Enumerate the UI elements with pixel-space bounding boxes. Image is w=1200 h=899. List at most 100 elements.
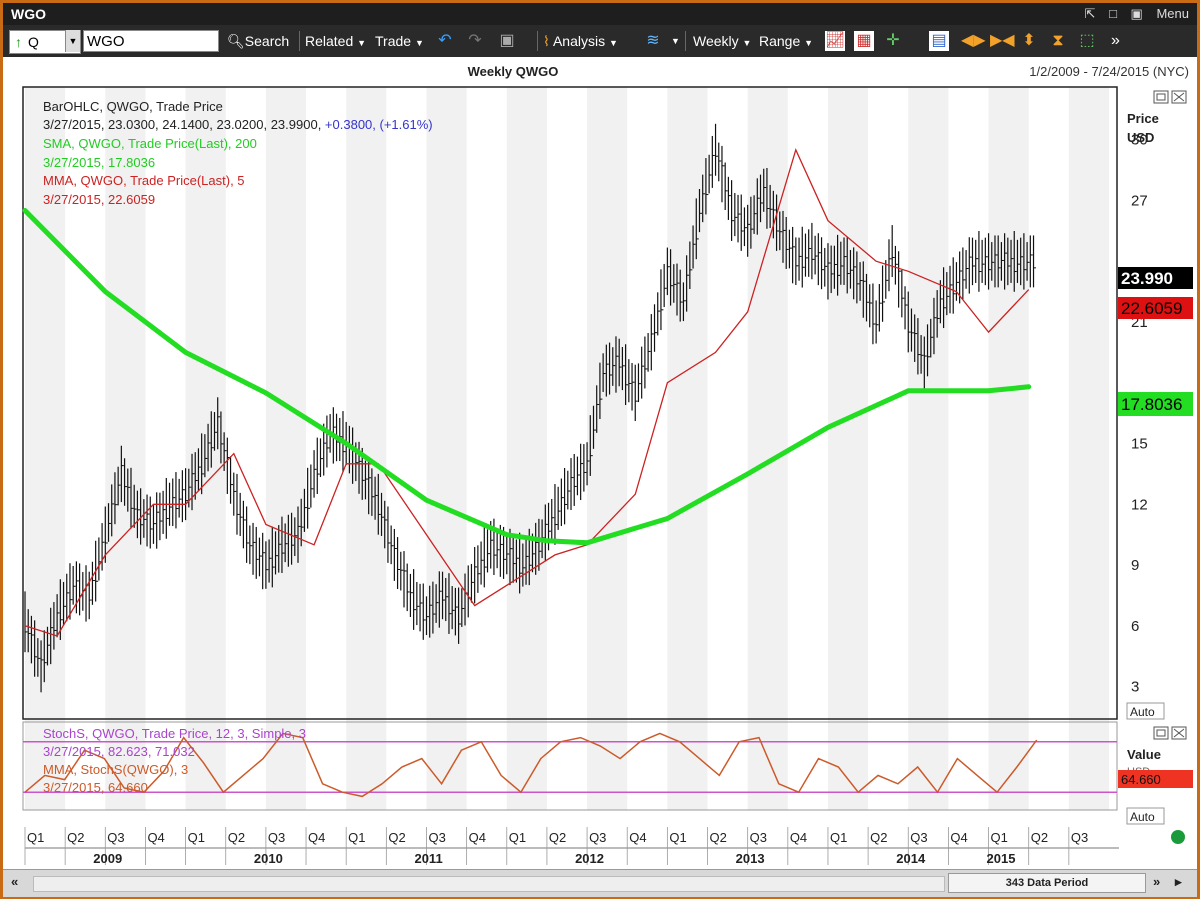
live-status-icon xyxy=(1171,830,1185,844)
quarter-label: Q4 xyxy=(950,830,967,845)
window-title: WGO xyxy=(11,6,46,22)
symbol-input[interactable]: WGO xyxy=(83,30,219,52)
legend-sma-value: 3/27/2015, 17.8036 xyxy=(43,155,155,170)
year-label: 2014 xyxy=(896,851,926,866)
sma-price-badge: 17.8036 xyxy=(1118,392,1193,416)
studies-dropdown[interactable]: ▼ xyxy=(671,36,680,46)
ohlc-bars xyxy=(24,123,1037,693)
scroll-track[interactable] xyxy=(33,876,945,892)
quarter-band xyxy=(185,87,226,810)
camera-icon[interactable]: ▣ xyxy=(499,32,515,49)
quarter-label: Q4 xyxy=(469,830,486,845)
chart-svg[interactable]: Weekly QWGO 1/2/2009 - 7/24/2015 (NYC) B… xyxy=(3,57,1197,869)
chart-type-icon[interactable]: 📈︎ xyxy=(825,31,846,51)
legend-bar-values: 3/27/2015, 23.0300, 24.1400, 23.0200, 23… xyxy=(43,117,433,132)
price-axis-label: Price xyxy=(1127,111,1159,126)
last-price-badge: 23.990 xyxy=(1118,267,1193,289)
year-label: 2011 xyxy=(414,851,442,866)
scroll-lr-icon[interactable]: ◀▶ xyxy=(961,32,986,49)
quarter-label: Q1 xyxy=(188,830,205,845)
quarter-label: Q3 xyxy=(107,830,124,845)
zoom-ud-icon[interactable]: ⧗ xyxy=(1052,32,1064,49)
undo-icon[interactable]: ↶ xyxy=(438,32,452,49)
panel-minimize-icon xyxy=(1153,90,1169,104)
quarter-label: Q1 xyxy=(509,830,526,845)
restore-icon[interactable]: □ xyxy=(1109,6,1117,21)
price-tick-label: 30 xyxy=(1131,132,1148,149)
legend-sma-label: SMA, QWGO, Trade Price(Last), 200 xyxy=(43,136,257,151)
time-axis: Q1 Q2 Q3 Q4 Q1 Q2 Q3 Q4 Q1 Q2 Q3 Q4 Q1 Q2 Q3 Q4 Q1 Q2 Q3 Q4… xyxy=(24,827,1119,866)
quarter-band xyxy=(426,87,467,810)
select-icon[interactable]: ⬚ xyxy=(1079,32,1095,49)
mma-price-badge: 22.6059 xyxy=(1118,297,1193,319)
quarter-bands xyxy=(25,87,1109,810)
zoom-lr-icon[interactable]: ▶◀ xyxy=(990,32,1015,49)
stoch-legend-4: 3/27/2015, 64.660 xyxy=(43,780,148,795)
price-tick-label: 15 xyxy=(1131,436,1148,453)
quarter-label: Q4 xyxy=(790,830,807,845)
stoch-panel-controls xyxy=(1153,726,1187,740)
interval-select[interactable]: Weekly ▼ xyxy=(693,33,752,49)
price-tick-label: 6 xyxy=(1131,618,1139,635)
stoch-badge: 64.660 xyxy=(1118,770,1193,788)
legend-bar-label: BarOHLC, QWGO, Trade Price xyxy=(43,99,223,114)
range-select[interactable]: Range ▼ xyxy=(759,33,814,49)
chart-style-icon[interactable]: ▦ xyxy=(854,31,874,51)
quarter-label: Q3 xyxy=(268,830,285,845)
quarter-label: Q1 xyxy=(991,830,1008,845)
maximize-icon[interactable]: ▣ xyxy=(1130,6,1143,21)
quarter-label: Q1 xyxy=(830,830,847,845)
overflow-button[interactable]: » xyxy=(1111,32,1120,49)
layout-icon[interactable]: ▤ xyxy=(929,31,949,51)
price-panel-controls xyxy=(1153,90,1187,104)
legend-mma-value: 3/27/2015, 22.6059 xyxy=(43,192,155,207)
sma-line xyxy=(22,208,1032,546)
stoch-legend-1: StochS, QWGO, Trade Price, 12, 3, Simple… xyxy=(43,726,306,741)
menu-button[interactable]: Menu xyxy=(1156,6,1189,21)
window-controls: ⇱ □ ▣ Menu xyxy=(1075,6,1189,22)
chart-area[interactable]: Weekly QWGO 1/2/2009 - 7/24/2015 (NYC) B… xyxy=(3,57,1197,872)
quarter-label: Q3 xyxy=(910,830,927,845)
data-period-label[interactable]: 343 Data Period xyxy=(948,873,1146,893)
price-axis-unit: USD xyxy=(1127,130,1154,145)
title-bar: WGO ⇱ □ ▣ Menu xyxy=(3,3,1197,25)
quarter-label: Q2 xyxy=(67,830,84,845)
quarter-band xyxy=(105,87,146,810)
redo-icon[interactable]: ↷ xyxy=(468,32,482,49)
quarter-band xyxy=(908,87,949,810)
quarter-label: Q3 xyxy=(1071,830,1088,845)
studies-icon[interactable]: ≋ xyxy=(646,32,660,49)
scroll-left-button[interactable]: « xyxy=(11,874,19,889)
quarter-label: Q4 xyxy=(308,830,325,845)
price-tick-label: 12 xyxy=(1131,496,1148,513)
up-arrow-icon: ↑ xyxy=(15,34,22,50)
stoch-panel-frame xyxy=(22,721,1118,811)
quarter-label: Q2 xyxy=(870,830,887,845)
stoch-auto-button xyxy=(1126,807,1165,825)
scroll-end-button[interactable]: ▸ xyxy=(1175,874,1182,889)
quarter-band xyxy=(506,87,547,810)
price-tick-label: 3 xyxy=(1131,679,1139,696)
search-button[interactable]: 🔍︎Search xyxy=(227,33,290,49)
value-axis-label: Value xyxy=(1127,747,1161,762)
price-auto-label: Auto xyxy=(1130,705,1155,719)
chevron-down-icon[interactable]: ▼ xyxy=(65,30,80,52)
crosshair-icon[interactable]: ✛ xyxy=(886,32,900,49)
quarter-label: Q2 xyxy=(228,830,245,845)
quarter-label: Q1 xyxy=(27,830,44,845)
analysis-menu[interactable]: ⌇ Analysis ▼ xyxy=(543,33,618,49)
stoch-legend-2: 3/27/2015, 82.623, 71.032 xyxy=(43,744,195,759)
scroll-ud-icon[interactable]: ⬍ xyxy=(1022,32,1036,49)
pin-icon[interactable]: ⇱ xyxy=(1084,6,1096,21)
quarter-label: Q2 xyxy=(549,830,566,845)
svg-text:17.8036: 17.8036 xyxy=(1121,395,1182,414)
trade-menu[interactable]: Trade ▼ xyxy=(375,33,424,49)
toolbar: ↑ Q ▼ WGO 🔍︎Search Related ▼ Trade ▼ ↶ ↷ … xyxy=(3,25,1197,57)
stoch-auto-label: Auto xyxy=(1130,810,1155,824)
quarter-label: Q3 xyxy=(428,830,445,845)
scroll-right-button[interactable]: » xyxy=(1153,874,1161,889)
quarter-band xyxy=(827,87,869,810)
svg-text:22.6059: 22.6059 xyxy=(1121,299,1182,318)
related-menu[interactable]: Related ▼ xyxy=(305,33,367,49)
